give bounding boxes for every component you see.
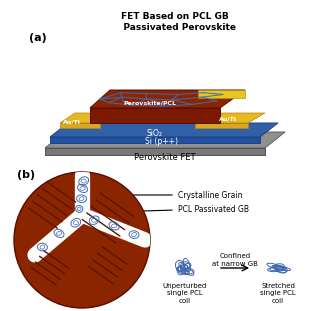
Text: Confined
at narrow GB: Confined at narrow GB [212, 253, 258, 267]
Text: PCL Passivated GB: PCL Passivated GB [178, 206, 249, 215]
Polygon shape [45, 132, 285, 148]
Text: (b): (b) [17, 170, 35, 180]
Text: Si (p++): Si (p++) [146, 137, 179, 146]
Text: SiO₂: SiO₂ [147, 128, 163, 137]
Polygon shape [198, 90, 245, 98]
Polygon shape [50, 137, 260, 143]
Polygon shape [60, 123, 100, 128]
Text: Au/Ti: Au/Ti [219, 117, 237, 122]
Circle shape [14, 172, 150, 308]
Polygon shape [50, 123, 278, 137]
Text: Perovskite/PCL: Perovskite/PCL [124, 100, 176, 105]
Polygon shape [60, 113, 115, 123]
Polygon shape [45, 148, 265, 155]
Text: Perovskite FET: Perovskite FET [134, 154, 196, 163]
Text: Stretched
single PCL
coil: Stretched single PCL coil [260, 283, 296, 304]
Text: (a): (a) [29, 33, 47, 43]
Polygon shape [90, 108, 220, 123]
Text: Crystalline Grain: Crystalline Grain [178, 191, 243, 199]
Polygon shape [195, 123, 248, 128]
Polygon shape [195, 113, 265, 123]
Text: FET Based on PCL GB
   Passivated Perovskite: FET Based on PCL GB Passivated Perovskit… [114, 12, 236, 32]
Polygon shape [90, 90, 245, 108]
Text: Au/Ti: Au/Ti [63, 119, 81, 124]
Text: Unperturbed
single PCL
coil: Unperturbed single PCL coil [163, 283, 207, 304]
